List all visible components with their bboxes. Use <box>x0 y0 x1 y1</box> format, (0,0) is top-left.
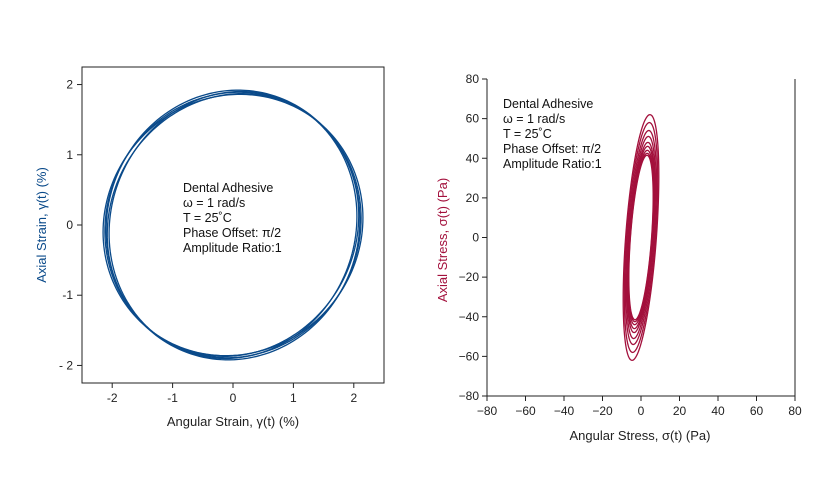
annotation-line: Phase Offset: π/2 <box>503 142 601 156</box>
x-tick-label: −80 <box>477 404 498 418</box>
stress-y-axis-label: Axial Stress, σ(t) (Pa) <box>435 178 450 302</box>
y-tick-label: −20 <box>459 270 480 284</box>
x-tick-label: −60 <box>515 404 536 418</box>
x-tick-label: 1 <box>290 391 297 405</box>
stress-y-ticks: −80 −60 −40 −20 0 20 40 60 80 <box>459 72 487 403</box>
annotation-line: ω = 1 rad/s <box>503 112 565 126</box>
x-tick-label: 0 <box>638 404 645 418</box>
strain-loop-3 <box>108 90 358 360</box>
y-tick-label: −80 <box>459 389 480 403</box>
y-tick-label: 0 <box>66 218 73 232</box>
y-tick-label: -1 <box>62 288 73 302</box>
x-tick-label: -2 <box>107 391 118 405</box>
annotation-line: ω = 1 rad/s <box>183 196 245 210</box>
strain-x-ticks: -2 -1 0 1 2 <box>107 383 357 405</box>
stress-loop-5 <box>627 145 655 330</box>
annotation-line: Dental Adhesive <box>503 97 593 111</box>
y-tick-label: 20 <box>466 191 480 205</box>
y-tick-label: −60 <box>459 349 480 363</box>
strain-y-ticks: 2 1 0 -1 - 2 <box>59 78 82 372</box>
annotation-line: Amplitude Ratio:1 <box>183 241 282 255</box>
stress-loop-0 <box>622 114 660 361</box>
annotation-line: Phase Offset: π/2 <box>183 226 281 240</box>
x-tick-label: −20 <box>592 404 613 418</box>
annotation-line: T = 25˚C <box>503 127 552 141</box>
x-tick-label: 60 <box>750 404 764 418</box>
y-tick-label: 60 <box>466 112 480 126</box>
stress-loop-1 <box>623 121 659 354</box>
x-tick-label: 40 <box>711 404 725 418</box>
strain-loop-1 <box>104 91 362 359</box>
strain-y-axis-label: Axial Strain, γ(t) (%) <box>34 167 49 283</box>
stress-loop-4 <box>626 141 656 334</box>
x-tick-label: −40 <box>554 404 575 418</box>
strain-plot-frame <box>81 66 385 384</box>
y-tick-label: 80 <box>466 72 480 86</box>
y-tick-label: 1 <box>66 148 73 162</box>
stress-x-ticks: −80 −60 −40 −20 0 20 40 60 80 <box>477 396 802 418</box>
stress-x-axis-label: Angular Stress, σ(t) (Pa) <box>570 428 711 443</box>
annotation-line: Dental Adhesive <box>183 181 273 195</box>
strain-x-axis-label: Angular Strain, γ(t) (%) <box>167 414 299 429</box>
x-tick-label: -1 <box>167 391 178 405</box>
x-tick-label: 20 <box>673 404 687 418</box>
strain-loop-4 <box>106 92 360 358</box>
annotation-line: T = 25˚C <box>183 211 232 225</box>
stress-chart: −80 −60 −40 −20 0 20 40 60 80 −80 −60 −40 −20 0 20 40 6… <box>435 72 802 443</box>
y-tick-label: - 2 <box>59 358 73 372</box>
annotation-line: Amplitude Ratio:1 <box>503 157 602 171</box>
stress-loops <box>622 114 660 361</box>
strain-loop-0 <box>105 89 361 361</box>
y-tick-label: 2 <box>66 78 73 92</box>
strain-chart: -2 -1 0 1 2 2 1 0 -1 - 2 Angular Strain, γ(t) (%… <box>34 66 385 429</box>
strain-loops <box>102 89 364 361</box>
stress-annotation: Dental Adhesive ω = 1 rad/s T = 25˚C Pha… <box>503 97 602 171</box>
strain-loop-2 <box>102 93 364 357</box>
x-tick-label: 2 <box>350 391 357 405</box>
y-tick-label: −40 <box>459 310 480 324</box>
stress-loop-2 <box>624 129 658 346</box>
y-tick-label: 40 <box>466 151 480 165</box>
y-tick-label: 0 <box>472 231 479 245</box>
x-tick-label: 80 <box>788 404 802 418</box>
strain-annotation: Dental Adhesive ω = 1 rad/s T = 25˚C Pha… <box>183 181 282 255</box>
stress-loop-8 <box>628 154 654 321</box>
x-tick-label: 0 <box>230 391 237 405</box>
